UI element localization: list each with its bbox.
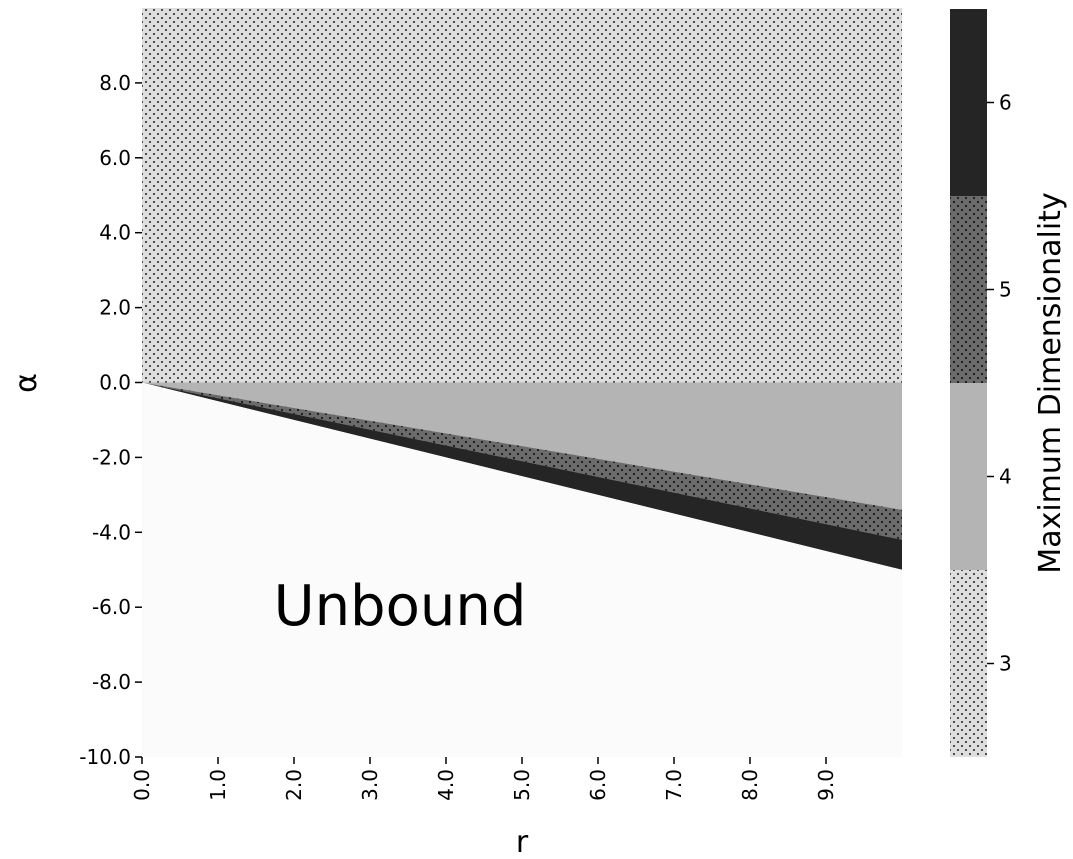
y-axis: -10.0 -8.0 -6.0 -4.0 -2.0 0.0 2.0 4.0 6.0 8.0: [79, 71, 142, 769]
y-tick-label: -2.0: [92, 445, 131, 469]
colorbar-level-5: [950, 196, 987, 383]
colorbar-tick-label: 5: [999, 278, 1012, 302]
x-tick-label: 4.0: [434, 769, 458, 801]
x-tick-label: 0.0: [130, 769, 154, 801]
colorbar-tick-label: 6: [999, 91, 1012, 115]
y-tick-label: 2.0: [99, 296, 131, 320]
colorbar-level-3: [950, 570, 987, 757]
y-tick-label: 8.0: [99, 71, 131, 95]
x-tick-label: 1.0: [206, 769, 230, 801]
colorbar-tick-label: 4: [999, 465, 1012, 489]
y-tick-label: -4.0: [92, 520, 131, 544]
y-tick-label: -8.0: [92, 670, 131, 694]
unbound-annotation: Unbound: [274, 574, 527, 639]
colorbar: 3 4 5 6: [950, 9, 1012, 757]
y-axis-label: α: [9, 373, 44, 393]
y-tick-label: -6.0: [92, 595, 131, 619]
region-dim-3: [142, 8, 902, 383]
x-tick-label: 8.0: [738, 769, 762, 801]
plot-area: [142, 8, 902, 757]
y-tick-label: 6.0: [99, 146, 131, 170]
x-tick-label: 9.0: [814, 769, 838, 801]
x-tick-label: 2.0: [282, 769, 306, 801]
y-tick-label: 0.0: [99, 371, 131, 395]
x-tick-label: 5.0: [510, 769, 534, 801]
colorbar-level-6: [950, 9, 987, 196]
colorbar-level-4: [950, 383, 987, 570]
y-tick-label: 4.0: [99, 221, 131, 245]
region-unbound: [142, 382, 902, 757]
x-tick-label: 3.0: [358, 769, 382, 801]
y-tick-label: -10.0: [79, 745, 131, 769]
x-axis-label: r: [516, 825, 529, 859]
x-tick-label: 6.0: [586, 769, 610, 801]
x-tick-label: 7.0: [662, 769, 686, 801]
colorbar-tick-label: 3: [999, 652, 1012, 676]
x-axis: 0.0 1.0 2.0 3.0 4.0 5.0 6.0 7.0 8.0 9.0: [130, 757, 838, 801]
colorbar-label: Maximum Dimensionality: [1033, 192, 1068, 573]
